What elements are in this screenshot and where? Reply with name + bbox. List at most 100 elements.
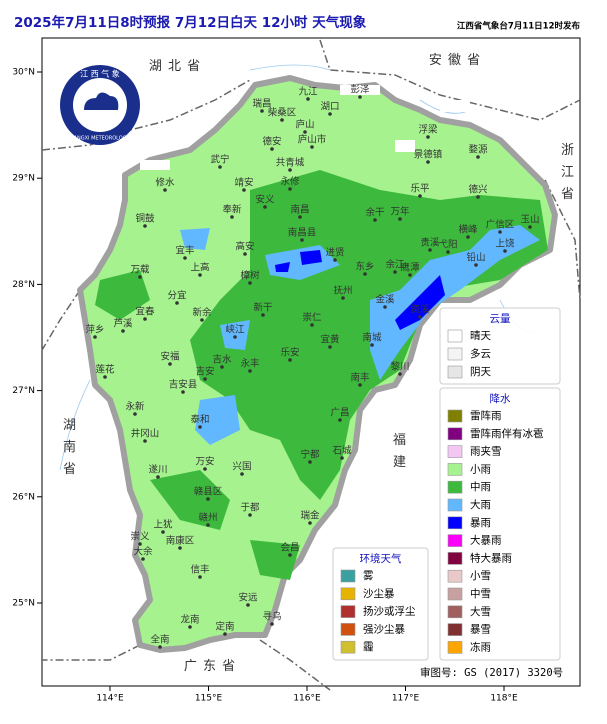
legend-swatch <box>447 605 463 619</box>
city-label: 吉安 <box>195 366 214 378</box>
city-dot <box>418 194 422 198</box>
city-label: 信丰 <box>190 564 209 576</box>
city-label: 景德镇 <box>414 149 443 161</box>
issuer: 江西省气象台7月11日12时发布 <box>457 21 581 32</box>
city-dot <box>363 272 367 276</box>
city-dot <box>263 205 267 209</box>
city-label: 柴桑区 <box>268 107 297 119</box>
city-dot <box>163 188 167 192</box>
city-dot <box>248 369 252 373</box>
city-dot <box>310 323 314 327</box>
city-dot <box>103 375 107 379</box>
city-label: 玉山 <box>520 215 539 226</box>
city-dot <box>303 130 307 134</box>
city-dot <box>218 165 222 169</box>
legend-label: 暴雪 <box>470 624 491 636</box>
city-label: 樟树 <box>240 270 260 282</box>
city-dot <box>428 248 432 252</box>
city-dot <box>175 301 179 305</box>
city-label: 安福 <box>160 351 179 363</box>
city-label: 德兴 <box>468 184 487 196</box>
city-label: 永修 <box>280 176 300 188</box>
city-label: 崇义 <box>130 532 150 543</box>
city-dot <box>308 521 312 525</box>
city-label: 黎川 <box>390 361 409 373</box>
city-label: 萍乡 <box>85 325 104 336</box>
legend-swatch <box>447 569 463 583</box>
legend-label: 暴雨 <box>470 517 491 529</box>
city-label: 高安 <box>235 241 254 253</box>
legend-swatch <box>340 623 356 636</box>
city-dot <box>358 95 362 99</box>
legend-title: 环境天气 <box>360 552 402 565</box>
city-label: 莲花 <box>95 364 115 376</box>
legend-label: 沙尘暴 <box>363 588 395 600</box>
city-dot <box>188 625 192 629</box>
city-dot <box>143 317 147 321</box>
lat-tick-label: 29°N <box>12 174 35 184</box>
city-label: 庐山市 <box>298 134 327 146</box>
lon-tick-label: 115°E <box>195 694 223 704</box>
city-label: 宁都 <box>300 449 320 461</box>
city-label: 南康区 <box>166 535 195 547</box>
city-dot <box>246 603 250 607</box>
city-dot <box>206 497 210 501</box>
city-label: 湖口 <box>320 102 339 113</box>
city-dot <box>143 224 147 228</box>
city-label: 奉新 <box>222 204 242 216</box>
city-label: 余江 <box>385 259 405 271</box>
city-label: 婺源 <box>468 145 488 156</box>
city-dot <box>203 467 207 471</box>
legend-label: 中雨 <box>470 480 491 493</box>
lat-tick-label: 26°N <box>12 492 35 502</box>
city-label: 寻乌 <box>262 611 281 623</box>
city-label: 瑞金 <box>300 510 320 522</box>
city-dot <box>446 250 450 254</box>
legend-swatch <box>447 552 463 565</box>
city-label: 瑞昌 <box>252 98 271 110</box>
legend-swatch <box>447 427 463 441</box>
city-label: 永丰 <box>240 358 259 370</box>
city-dot <box>198 575 202 579</box>
city-label: 赣州 <box>198 512 217 524</box>
city-label: 泰和 <box>190 414 209 426</box>
city-label: 大余 <box>133 546 153 558</box>
city-dot <box>418 315 422 319</box>
city-label: 赣县区 <box>194 486 223 498</box>
legend-swatch <box>447 409 463 423</box>
city-label: 横峰 <box>458 224 478 236</box>
city-label: 南丰 <box>350 372 369 384</box>
legend-swatch <box>447 445 463 458</box>
city-dot <box>300 238 304 242</box>
rainstorm-area <box>275 250 445 330</box>
city-dot <box>288 553 292 557</box>
city-label: 宜黄 <box>320 334 339 346</box>
legend-label: 强沙尘暴 <box>363 623 405 635</box>
legend-swatch <box>447 587 463 601</box>
legend-label: 雷阵雨伴有冰雹 <box>470 427 544 440</box>
legend-swatch <box>340 587 356 601</box>
legend-swatch <box>340 640 356 654</box>
legend-label: 大暴雨 <box>470 534 502 547</box>
legend-label: 多云 <box>470 347 491 360</box>
legend-label: 大雨 <box>470 498 491 511</box>
city-dot <box>466 235 470 239</box>
legend-label: 中雪 <box>470 587 491 600</box>
city-label: 庐山 <box>295 119 314 131</box>
city-dot <box>373 218 377 222</box>
city-dot <box>198 273 202 277</box>
city-label: 宜丰 <box>175 245 194 257</box>
legend-box <box>439 307 561 385</box>
city-label: 万安 <box>195 456 214 468</box>
city-dot <box>398 372 402 376</box>
city-label: 余干 <box>365 207 384 219</box>
city-label: 靖安 <box>234 177 253 189</box>
city-dot <box>426 160 430 164</box>
city-label: 上高 <box>190 262 209 274</box>
province-label: 湖 北 省 <box>149 59 201 74</box>
city-label: 定南 <box>215 621 234 633</box>
legend-label: 特大暴雨 <box>470 551 512 564</box>
province-label: 浙江省 <box>561 143 575 202</box>
city-dot <box>383 305 387 309</box>
legend-label: 雾 <box>363 570 374 582</box>
